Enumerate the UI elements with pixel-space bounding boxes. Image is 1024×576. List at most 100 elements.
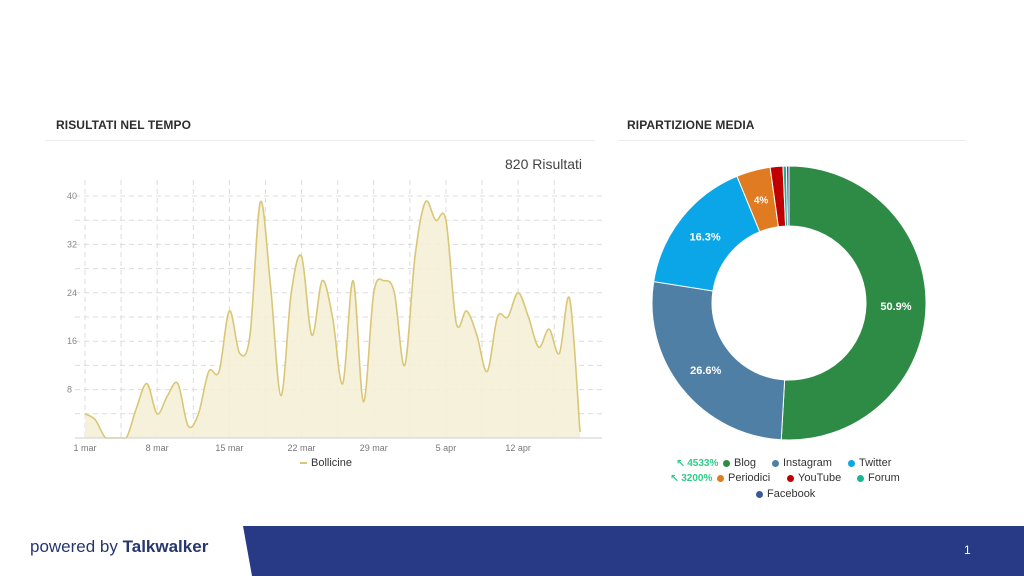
donut-slice-instagram: [651, 280, 786, 441]
donut-chart-title: RIPARTIZIONE MEDIA: [627, 118, 755, 132]
donut-data-label: 26.6%: [690, 365, 721, 377]
brand-name: Talkwalker: [122, 537, 209, 556]
data-point: [569, 298, 571, 300]
x-tick-label: 8 mar: [146, 443, 169, 453]
data-point: [249, 334, 251, 336]
donut-slice-youtube: [769, 165, 787, 228]
data-point: [218, 370, 220, 372]
donut-slices: [651, 165, 927, 441]
data-point: [156, 413, 158, 415]
legend-label: YouTube: [798, 472, 842, 484]
trend-indicator-2: ↖ 3200%: [670, 472, 712, 485]
data-point: [558, 352, 560, 354]
data-point: [94, 419, 96, 421]
data-point: [455, 322, 457, 324]
x-tick-label: 1 mar: [73, 443, 96, 453]
twitter-dot-icon: [848, 459, 855, 467]
y-tick-label: 16: [67, 336, 77, 346]
data-point: [125, 437, 127, 439]
legend-item-facebook[interactable]: Facebook: [756, 488, 815, 500]
trend-indicator-1: ↖ 4533%: [676, 457, 718, 470]
data-point: [352, 280, 354, 282]
data-point: [177, 383, 179, 385]
data-point: [167, 395, 169, 397]
forum-dot-icon: [857, 474, 864, 482]
x-tick-label: 15 mar: [215, 443, 243, 453]
result-count: 820 Risultati: [505, 156, 583, 172]
left-panel-divider: [45, 140, 595, 141]
data-point: [476, 334, 478, 336]
data-point: [187, 425, 189, 427]
data-point: [445, 219, 447, 221]
x-tick-label: 29 mar: [360, 443, 388, 453]
donut-data-label: 4%: [754, 196, 769, 207]
legend-label: Instagram: [783, 457, 832, 469]
legend-item-youtube[interactable]: YouTube: [787, 472, 841, 484]
donut-slice-forum: [782, 165, 789, 227]
data-point: [208, 370, 210, 372]
data-point: [301, 256, 303, 258]
arrow-up-left-icon: ↖: [676, 458, 686, 470]
data-point: [497, 316, 499, 318]
data-point: [486, 370, 488, 372]
periodici-dot-icon: [717, 474, 724, 482]
donut-data-labels: 50.9% 26.6% 16.3% 4%: [689, 196, 911, 377]
line-chart-grid: [75, 180, 602, 438]
legend-item-instagram[interactable]: Instagram: [772, 457, 832, 469]
page-number: 1: [964, 543, 971, 557]
legend-item-twitter[interactable]: Twitter: [848, 457, 891, 469]
series-line-bollicine: [84, 200, 581, 439]
donut-data-label: 16.3%: [689, 232, 720, 244]
y-tick-label: 24: [67, 288, 77, 298]
data-point: [435, 219, 437, 221]
data-point: [424, 201, 426, 203]
data-point: [383, 280, 385, 282]
y-tick-label: 8: [67, 385, 72, 395]
data-point: [548, 328, 550, 330]
line-legend-item[interactable]: Bollicine: [300, 457, 352, 469]
data-point: [290, 292, 292, 294]
x-tick-label: 5 apr: [436, 443, 457, 453]
data-point: [527, 316, 529, 318]
data-point: [115, 437, 117, 439]
trend-value: 4533%: [687, 458, 719, 469]
data-point: [538, 346, 540, 348]
legend-label: Blog: [734, 457, 757, 469]
data-point: [362, 401, 364, 403]
data-point: [404, 364, 406, 366]
data-point: [342, 383, 344, 385]
line-legend-swatch-icon: [300, 462, 307, 464]
x-tick-label: 22 mar: [288, 443, 316, 453]
donut-slice-blog: [780, 165, 927, 441]
footer-bar: [243, 526, 1024, 576]
data-point: [105, 437, 107, 439]
data-point: [136, 407, 138, 409]
data-point: [228, 310, 230, 312]
line-legend-label: Bollicine: [311, 457, 352, 469]
donut-slice-facebook: [785, 165, 790, 227]
y-tick-label: 40: [67, 191, 77, 201]
data-point: [332, 316, 334, 318]
legend-item-forum[interactable]: Forum: [857, 472, 900, 484]
data-point: [197, 413, 199, 415]
donut-slice-twitter: [653, 175, 761, 292]
blog-dot-icon: [723, 459, 730, 467]
facebook-dot-icon: [756, 490, 763, 498]
legend-item-blog[interactable]: Blog: [723, 457, 756, 469]
data-point: [280, 395, 282, 397]
line-chart-tick-labels: 8 16 24 32 40 1 mar 8 mar 15 mar 22 mar 29 mar 5 a…: [67, 191, 531, 453]
data-point: [373, 292, 375, 294]
y-tick-label: 32: [67, 239, 77, 249]
legend-item-periodici[interactable]: Periodici: [717, 472, 770, 484]
legend-label: Periodici: [728, 472, 771, 484]
donut-data-label: 50.9%: [880, 301, 911, 313]
brand-prefix: powered by: [30, 537, 123, 556]
area-fill: [85, 200, 580, 438]
legend-label: Facebook: [767, 488, 816, 500]
data-point: [311, 334, 313, 336]
trend-value: 3200%: [681, 473, 713, 484]
data-point: [239, 352, 241, 354]
talkwalker-logo: powered by Talkwalker: [30, 537, 208, 557]
